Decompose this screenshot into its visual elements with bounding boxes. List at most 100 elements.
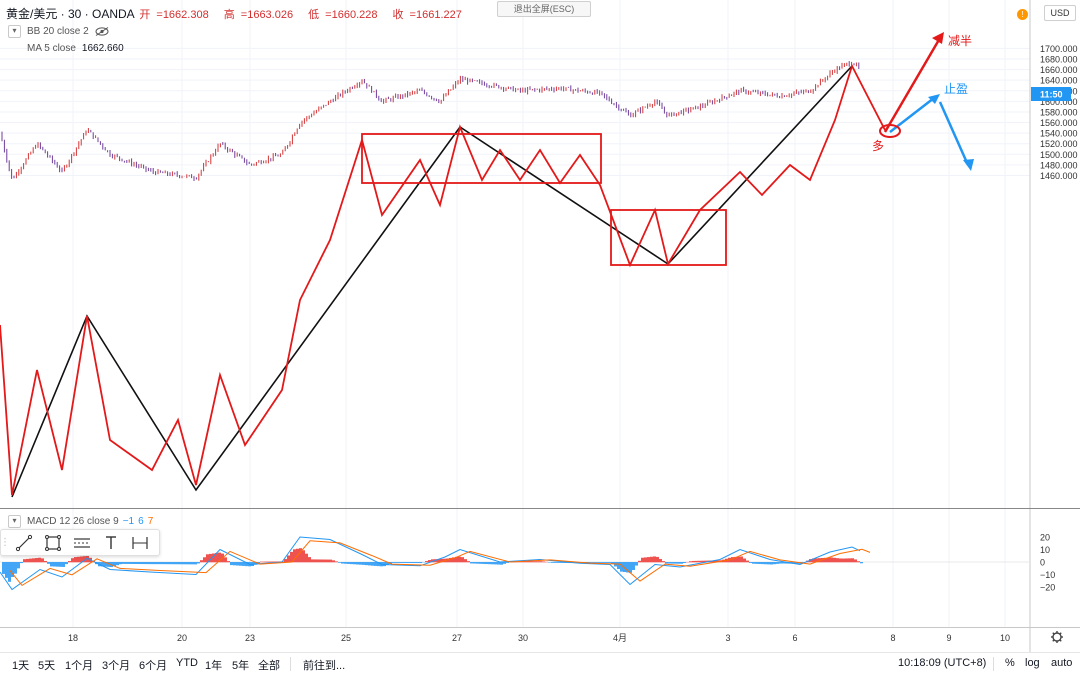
- trend-line-icon: [15, 534, 33, 552]
- macd-histogram-bar: [419, 562, 422, 563]
- macd-histogram-bar: [404, 562, 407, 563]
- gear-tooth: [1060, 633, 1061, 634]
- exit-fullscreen-button[interactable]: 退出全屏(ESC): [497, 1, 591, 17]
- macd-histogram-bar: [761, 562, 764, 564]
- chevron-down-icon[interactable]: ▾: [8, 25, 21, 38]
- time-tick-label: 10: [1000, 633, 1010, 643]
- macd-histogram-bar: [629, 562, 632, 573]
- macd-histogram-bar: [122, 562, 125, 564]
- price-tick-label: 1540.000: [1040, 129, 1078, 139]
- macd-histogram-bar: [227, 561, 230, 562]
- macd-histogram-bar: [335, 561, 338, 562]
- clock-display[interactable]: 10:18:09 (UTC+8): [898, 657, 986, 669]
- range-5d-button[interactable]: 5天: [38, 657, 55, 673]
- macd-histogram-bar: [392, 562, 395, 563]
- currency-button[interactable]: USD: [1044, 5, 1076, 21]
- time-tick-label: 9: [946, 633, 951, 643]
- range-1d-button[interactable]: 1天: [12, 657, 29, 673]
- macd-histogram-bar: [131, 562, 134, 564]
- macd-indicator-legend[interactable]: ▾ MACD 12 26 close 9 −1 6 7: [8, 515, 153, 528]
- range-ytd-button[interactable]: YTD: [176, 657, 198, 669]
- parallel-channel-tool-button[interactable]: [67, 530, 96, 555]
- macd-histogram-bar: [350, 562, 353, 564]
- measure-tool-button[interactable]: [125, 530, 154, 555]
- drag-handle-icon[interactable]: ⋮: [1, 530, 9, 555]
- macd-histogram-bar: [167, 562, 170, 564]
- macd-histogram-bar: [47, 562, 50, 564]
- eye-icon[interactable]: [95, 27, 109, 36]
- macd-histogram-bar: [410, 562, 413, 563]
- range-3m-button[interactable]: 3个月: [102, 657, 130, 673]
- macd-histogram-bar: [494, 562, 497, 564]
- macd-histogram-bar: [182, 562, 185, 564]
- macd-histogram-bar: [830, 557, 833, 562]
- macd-histogram-bar: [656, 557, 659, 562]
- macd-histogram-bar: [185, 562, 188, 564]
- macd-histogram-bar: [860, 562, 863, 563]
- macd-histogram-bar: [746, 561, 749, 563]
- macd-histogram-bar: [149, 562, 152, 564]
- gear-tooth: [1053, 633, 1054, 634]
- time-tick-label: 25: [341, 633, 351, 643]
- time-tick-label: 20: [177, 633, 187, 643]
- macd-histogram-bar: [302, 550, 305, 562]
- rectangle-tool-button[interactable]: [38, 530, 67, 555]
- macd-histogram-bar: [497, 562, 500, 565]
- time-tick-label: 18: [68, 633, 78, 643]
- macd-histogram-bar: [845, 558, 848, 562]
- bb-indicator-legend[interactable]: ▾ BB 20 close 2: [8, 25, 109, 38]
- goto-date-button[interactable]: 前往到...: [303, 657, 345, 673]
- macd-histogram-bar: [851, 558, 854, 562]
- macd-histogram-bar: [773, 562, 776, 564]
- macd-histogram-bar: [506, 562, 509, 563]
- chevron-down-icon[interactable]: ▾: [8, 515, 21, 528]
- measure-icon: [131, 534, 149, 552]
- red-wave-line: [0, 66, 885, 495]
- macd-histogram-bar: [26, 559, 29, 562]
- log-scale-button[interactable]: log: [1025, 657, 1040, 669]
- macd-histogram-bar: [311, 559, 314, 562]
- range-1m-button[interactable]: 1个月: [65, 657, 93, 673]
- macd-histogram-bar: [266, 562, 269, 563]
- macd-histogram-bar: [485, 562, 488, 564]
- symbol-title[interactable]: 黄金/美元 · 30 · OANDA: [6, 7, 134, 21]
- macd-histogram-bar: [542, 561, 545, 562]
- macd-histogram-bar: [668, 562, 671, 564]
- macd-histogram-bar: [479, 562, 482, 564]
- bottom-toolbar: 1天 5天 1个月 3个月 6个月 YTD 1年 5年 全部 前往到... 10…: [0, 652, 1080, 676]
- macd-histogram-bar: [308, 557, 311, 562]
- range-6m-button[interactable]: 6个月: [139, 657, 167, 673]
- macd-histogram-bar: [140, 562, 143, 564]
- black-swing-line: [12, 66, 852, 497]
- macd-histogram-bar: [17, 562, 20, 568]
- range-5y-button[interactable]: 5年: [232, 657, 249, 673]
- trend-line-tool-button[interactable]: [9, 530, 38, 555]
- macd-value-hist: −1: [123, 516, 134, 527]
- range-1y-button[interactable]: 1年: [205, 657, 222, 673]
- macd-histogram-bar: [653, 556, 656, 562]
- macd-histogram-bar: [41, 558, 44, 562]
- percent-scale-button[interactable]: %: [1005, 657, 1015, 669]
- macd-histogram-bar: [476, 562, 479, 564]
- range-all-button[interactable]: 全部: [258, 657, 280, 673]
- auto-scale-button[interactable]: auto: [1051, 657, 1072, 669]
- macd-histogram-bar: [365, 562, 368, 565]
- macd-histogram-bar: [137, 562, 140, 564]
- ma-indicator-legend[interactable]: MA 5 close 1662.660: [27, 43, 124, 54]
- ohlc-close: 收=1661.227: [393, 9, 468, 21]
- alert-icon[interactable]: !: [1017, 9, 1028, 20]
- macd-histogram-bar: [152, 562, 155, 564]
- price-tick-label: 1640.000: [1040, 76, 1078, 86]
- macd-histogram-bar: [356, 562, 359, 564]
- macd-histogram-bar: [128, 562, 131, 564]
- text-tool-button[interactable]: [96, 530, 125, 555]
- reduce-half-label: 减半: [948, 34, 972, 48]
- last-price-tag-label: 11:50: [1040, 90, 1063, 100]
- parallel-channel-icon: [72, 534, 92, 552]
- macd-histogram-bar: [677, 562, 680, 564]
- gear-icon[interactable]: [1051, 631, 1063, 643]
- time-tick-label: 6: [792, 633, 797, 643]
- rectangle-icon: [44, 534, 62, 552]
